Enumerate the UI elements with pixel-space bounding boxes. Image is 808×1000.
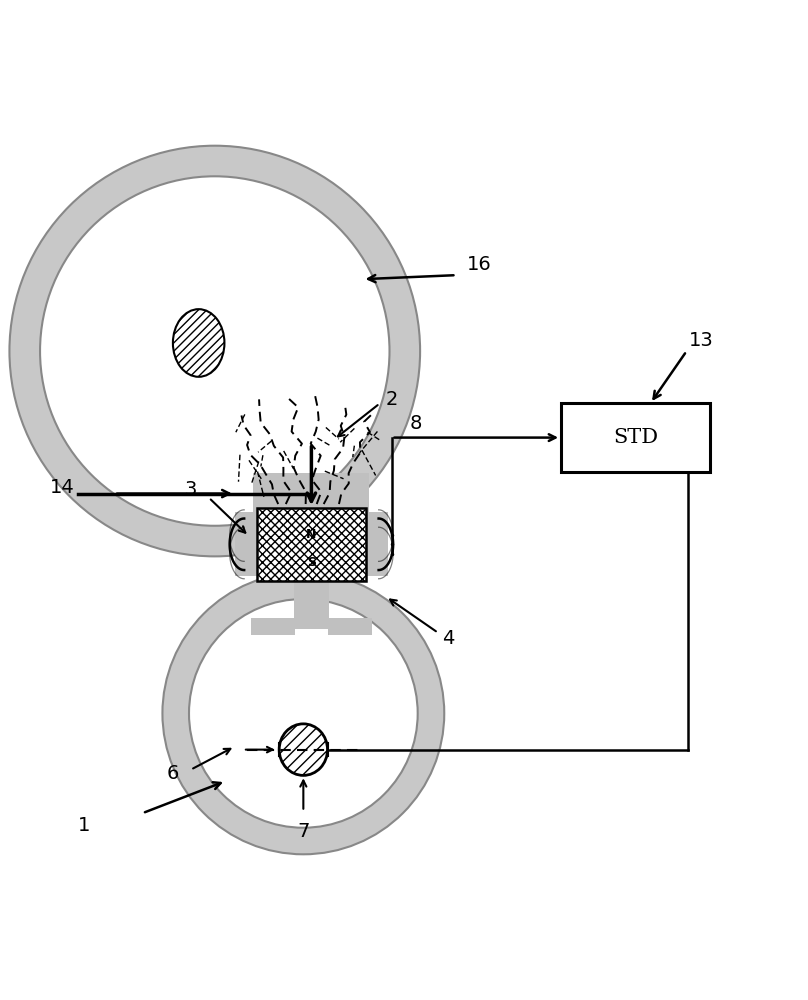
Bar (251, 618, 295, 635)
Text: 16: 16 (467, 255, 491, 274)
Bar (366, 512, 389, 576)
Text: S: S (307, 556, 316, 569)
Circle shape (189, 599, 418, 828)
Text: 8: 8 (410, 414, 423, 433)
Bar (293, 504, 329, 629)
Text: 4: 4 (442, 629, 455, 648)
Text: N: N (306, 528, 317, 541)
Text: 2: 2 (385, 390, 398, 409)
Text: 6: 6 (166, 764, 179, 783)
Circle shape (10, 146, 420, 556)
Bar (327, 618, 372, 635)
Circle shape (162, 572, 444, 854)
Text: 13: 13 (689, 331, 713, 350)
Text: 14: 14 (50, 478, 74, 497)
Ellipse shape (280, 724, 327, 775)
Text: STD: STD (613, 428, 658, 447)
Text: 1: 1 (78, 816, 90, 835)
Bar (234, 512, 257, 576)
Bar (257, 508, 366, 581)
Ellipse shape (173, 309, 225, 377)
Bar (561, 403, 710, 472)
Bar (254, 473, 369, 512)
Circle shape (40, 176, 389, 526)
Text: 7: 7 (297, 822, 309, 841)
Text: 3: 3 (184, 480, 196, 499)
